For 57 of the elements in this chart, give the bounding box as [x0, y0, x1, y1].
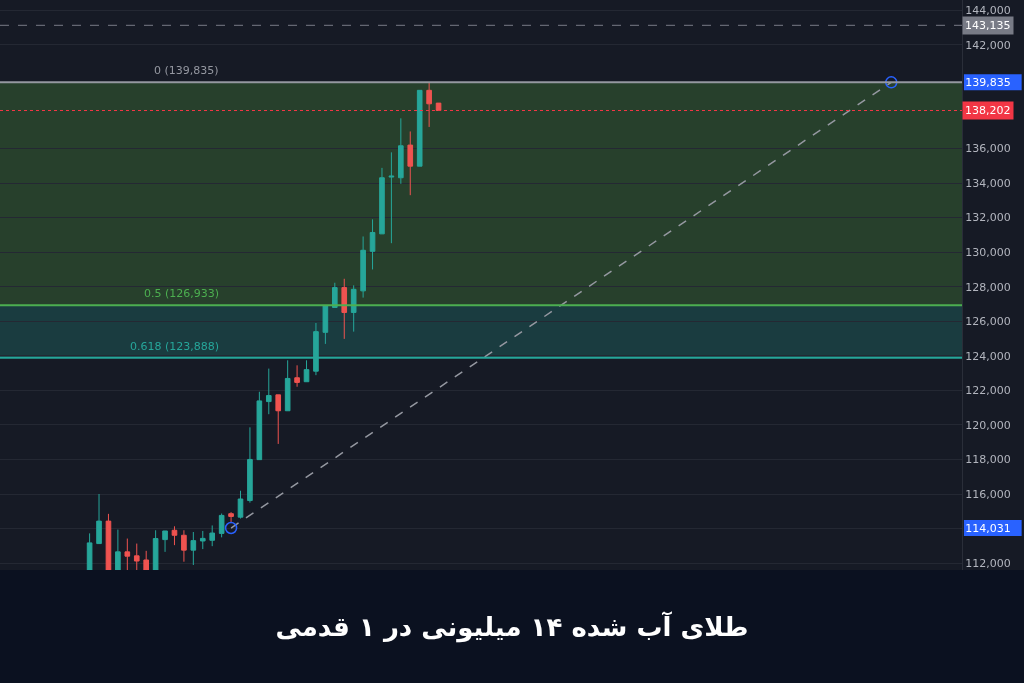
candlestick: [426, 81, 432, 128]
candlestick: [190, 531, 197, 566]
candlestick: [322, 305, 329, 345]
candlestick: [209, 524, 216, 547]
text: طلای آب شده ۱۴ میلیونی در ۱ قدمی: [0, 570, 1024, 683]
candlestick: [124, 538, 131, 570]
candlestick: [341, 278, 348, 340]
candlestick: [275, 394, 282, 445]
candlestick: [133, 543, 140, 570]
candlestick: [294, 364, 300, 388]
candlestick: [181, 529, 187, 563]
y-tick-label: 139,835: [965, 76, 1011, 90]
y-tick-label: 136,000: [965, 142, 1011, 156]
y-tick-label: 144,000: [965, 4, 1011, 18]
ref-line-label: 0.5 (126,933): [144, 287, 220, 300]
candlestick: [379, 167, 385, 235]
y-tick-label: 134,000: [965, 176, 1011, 190]
candlestick: [332, 282, 338, 308]
y-tick-label: 122,000: [965, 384, 1011, 398]
candlestick: [228, 511, 234, 523]
y-tick-label: 130,000: [965, 246, 1011, 260]
candlestick: [350, 284, 357, 333]
ref-line-label: 138,202: [965, 104, 1011, 117]
y-tick-label: 142,000: [965, 38, 1011, 52]
y-tick-label: 132,000: [965, 211, 1011, 225]
y-tick-label: 118,000: [965, 453, 1011, 467]
y-tick-label: 128,000: [965, 280, 1011, 294]
candlestick: [265, 368, 272, 415]
candlestick: [105, 513, 112, 570]
candlestick: [237, 490, 244, 520]
candlestick: [152, 529, 159, 570]
candlestick: [86, 532, 93, 570]
candlestick: [388, 151, 395, 244]
candlestick: [96, 493, 102, 545]
candlestick: [115, 529, 121, 570]
candlestick: [143, 550, 149, 570]
candlestick: [199, 530, 206, 550]
ref-line-label: 0 (139,835): [154, 64, 219, 77]
candlestick: [171, 525, 178, 546]
y-tick-label: 126,000: [965, 315, 1011, 329]
candlestick: [416, 89, 423, 167]
candlestick: [256, 391, 263, 461]
candlestick: [218, 513, 225, 538]
ref-line-label: 143,135: [965, 19, 1011, 32]
candlestick: [360, 235, 366, 299]
y-tick-label: 116,000: [965, 487, 1011, 501]
candlestick: [369, 218, 376, 270]
ref-line-label: 0.618 (123,888): [130, 340, 220, 353]
y-tick-label: 112,000: [965, 556, 1011, 570]
y-tick-label: 124,000: [965, 349, 1011, 363]
y-tick-label: 114,031: [965, 521, 1011, 535]
candlestick: [398, 117, 404, 185]
candlestick: [435, 102, 442, 112]
y-tick-label: 120,000: [965, 418, 1011, 432]
candlestick: [162, 530, 168, 553]
candlestick: [407, 130, 414, 196]
candlestick: [247, 426, 253, 504]
